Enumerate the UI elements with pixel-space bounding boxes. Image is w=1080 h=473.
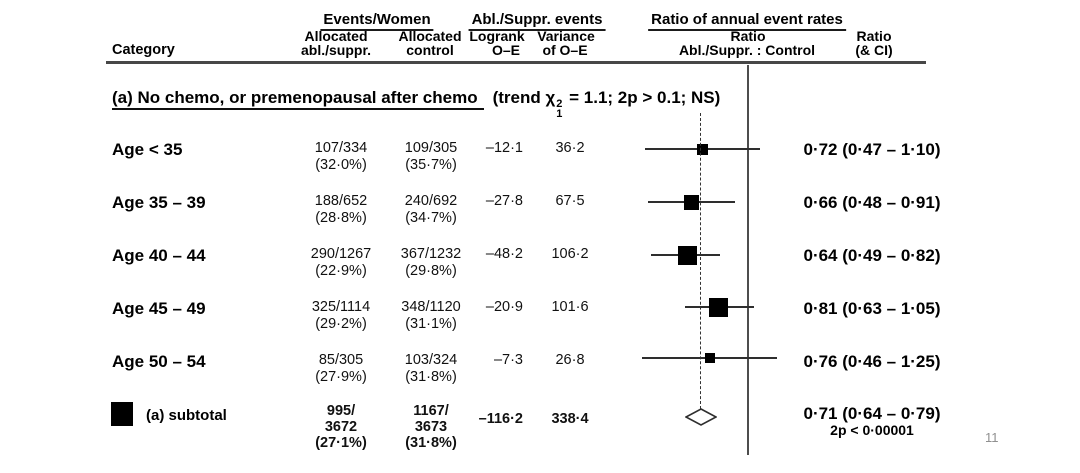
cell-logrank-oe: –7·3 bbox=[493, 352, 523, 368]
row-category: Age 40 – 44 bbox=[112, 246, 206, 265]
header-ratio-right: Ratio bbox=[856, 28, 892, 44]
cell-ratio-ci: 0·64 (0·49 – 0·82) bbox=[803, 246, 941, 265]
cell-events-abl: 107/334 (32·0%) bbox=[314, 140, 368, 173]
cell-events-control: 348/1120 (31·1%) bbox=[401, 299, 461, 332]
header-variance: Variance bbox=[537, 28, 595, 44]
cell-logrank-oe: –20·9 bbox=[485, 299, 523, 315]
subtotal-logrank-oe: –116·2 bbox=[478, 411, 523, 427]
row-category: Age < 35 bbox=[112, 140, 183, 159]
cell-events-abl: 188/652 (28·8%) bbox=[314, 193, 368, 226]
cell-logrank-oe: –12·1 bbox=[485, 140, 523, 156]
estimate-square bbox=[709, 297, 729, 317]
subtotal-p-value: 2p < 0·00001 bbox=[830, 422, 914, 438]
header-ratio-mid: Ratio bbox=[730, 28, 766, 44]
subtotal-label: (a) subtotal bbox=[146, 407, 227, 424]
cell-events-control: 240/692 (34·7%) bbox=[404, 193, 458, 226]
header-abl-suppr-control-sub: Abl./Suppr. : Control bbox=[678, 42, 816, 58]
header-category: Category bbox=[112, 42, 175, 58]
cell-ratio-ci: 0·81 (0·63 – 1·05) bbox=[803, 299, 941, 318]
cell-events-abl: 85/305 (27·9%) bbox=[315, 352, 367, 385]
page-number: 11 bbox=[985, 430, 999, 445]
row-category: Age 45 – 49 bbox=[112, 299, 206, 318]
header-ratio-annual-event-rates: Ratio of annual event rates bbox=[648, 12, 846, 31]
cell-ratio-ci: 0·72 (0·47 – 1·10) bbox=[803, 140, 941, 159]
section-heading: (a) No chemo, or premenopausal after che… bbox=[112, 88, 720, 119]
cell-variance: 106·2 bbox=[551, 246, 589, 262]
header-abl-suppr-sub: abl./suppr. bbox=[300, 42, 372, 58]
cell-logrank-oe: –27·8 bbox=[485, 193, 523, 209]
cell-variance: 36·2 bbox=[555, 140, 585, 156]
section-title: (a) No chemo, or premenopausal after che… bbox=[112, 88, 484, 110]
header-abl-suppr-events: Abl./Suppr. events bbox=[468, 12, 606, 31]
subtotal-diamond bbox=[684, 408, 718, 431]
cell-events-control: 367/1232 (29·8%) bbox=[400, 246, 462, 279]
cell-ratio-ci: 0·76 (0·46 – 1·25) bbox=[803, 352, 941, 371]
row-category: Age 35 – 39 bbox=[112, 193, 206, 212]
header-ci-sub: (& CI) bbox=[855, 42, 893, 58]
header-logrank: Logrank bbox=[469, 28, 525, 44]
header-allocated-abl: Allocated bbox=[304, 28, 368, 44]
cell-variance: 67·5 bbox=[555, 193, 585, 209]
cell-events-abl: 290/1267 (22·9%) bbox=[310, 246, 372, 279]
header-allocated-control: Allocated bbox=[398, 28, 462, 44]
header-control-sub: control bbox=[406, 42, 454, 58]
cell-logrank-oe: –48·2 bbox=[485, 246, 523, 262]
subtotal-events-control: 1167/3673 (31·8%) bbox=[405, 403, 457, 451]
chi-symbol: χ bbox=[545, 88, 556, 107]
estimate-square bbox=[683, 194, 699, 210]
estimate-square bbox=[705, 353, 716, 363]
subtotal-ratio-ci: 0·71 (0·64 – 0·79) bbox=[803, 404, 941, 423]
cell-events-control: 109/305 (35·7%) bbox=[404, 140, 458, 173]
estimate-square bbox=[677, 245, 697, 265]
subtotal-swatch bbox=[111, 402, 133, 426]
header-rule bbox=[106, 61, 926, 64]
header-of-oe-sub: of O–E bbox=[542, 42, 588, 58]
subtotal-variance: 338·4 bbox=[551, 411, 589, 427]
cell-ratio-ci: 0·66 (0·48 – 0·91) bbox=[803, 193, 941, 212]
null-effect-line bbox=[747, 65, 749, 455]
cell-variance: 26·8 bbox=[555, 352, 585, 368]
subtotal-reference-line bbox=[700, 113, 702, 409]
subtotal-events-abl: 995/3672 (27·1%) bbox=[315, 403, 367, 451]
estimate-square bbox=[697, 143, 709, 155]
cell-events-abl: 325/1114 (29·2%) bbox=[311, 299, 371, 332]
cell-events-control: 103/324 (31·8%) bbox=[404, 352, 458, 385]
cell-variance: 101·6 bbox=[551, 299, 589, 315]
header-oe-sub: O–E bbox=[491, 42, 521, 58]
row-category: Age 50 – 54 bbox=[112, 352, 206, 371]
header-events-women: Events/Women bbox=[320, 12, 434, 31]
